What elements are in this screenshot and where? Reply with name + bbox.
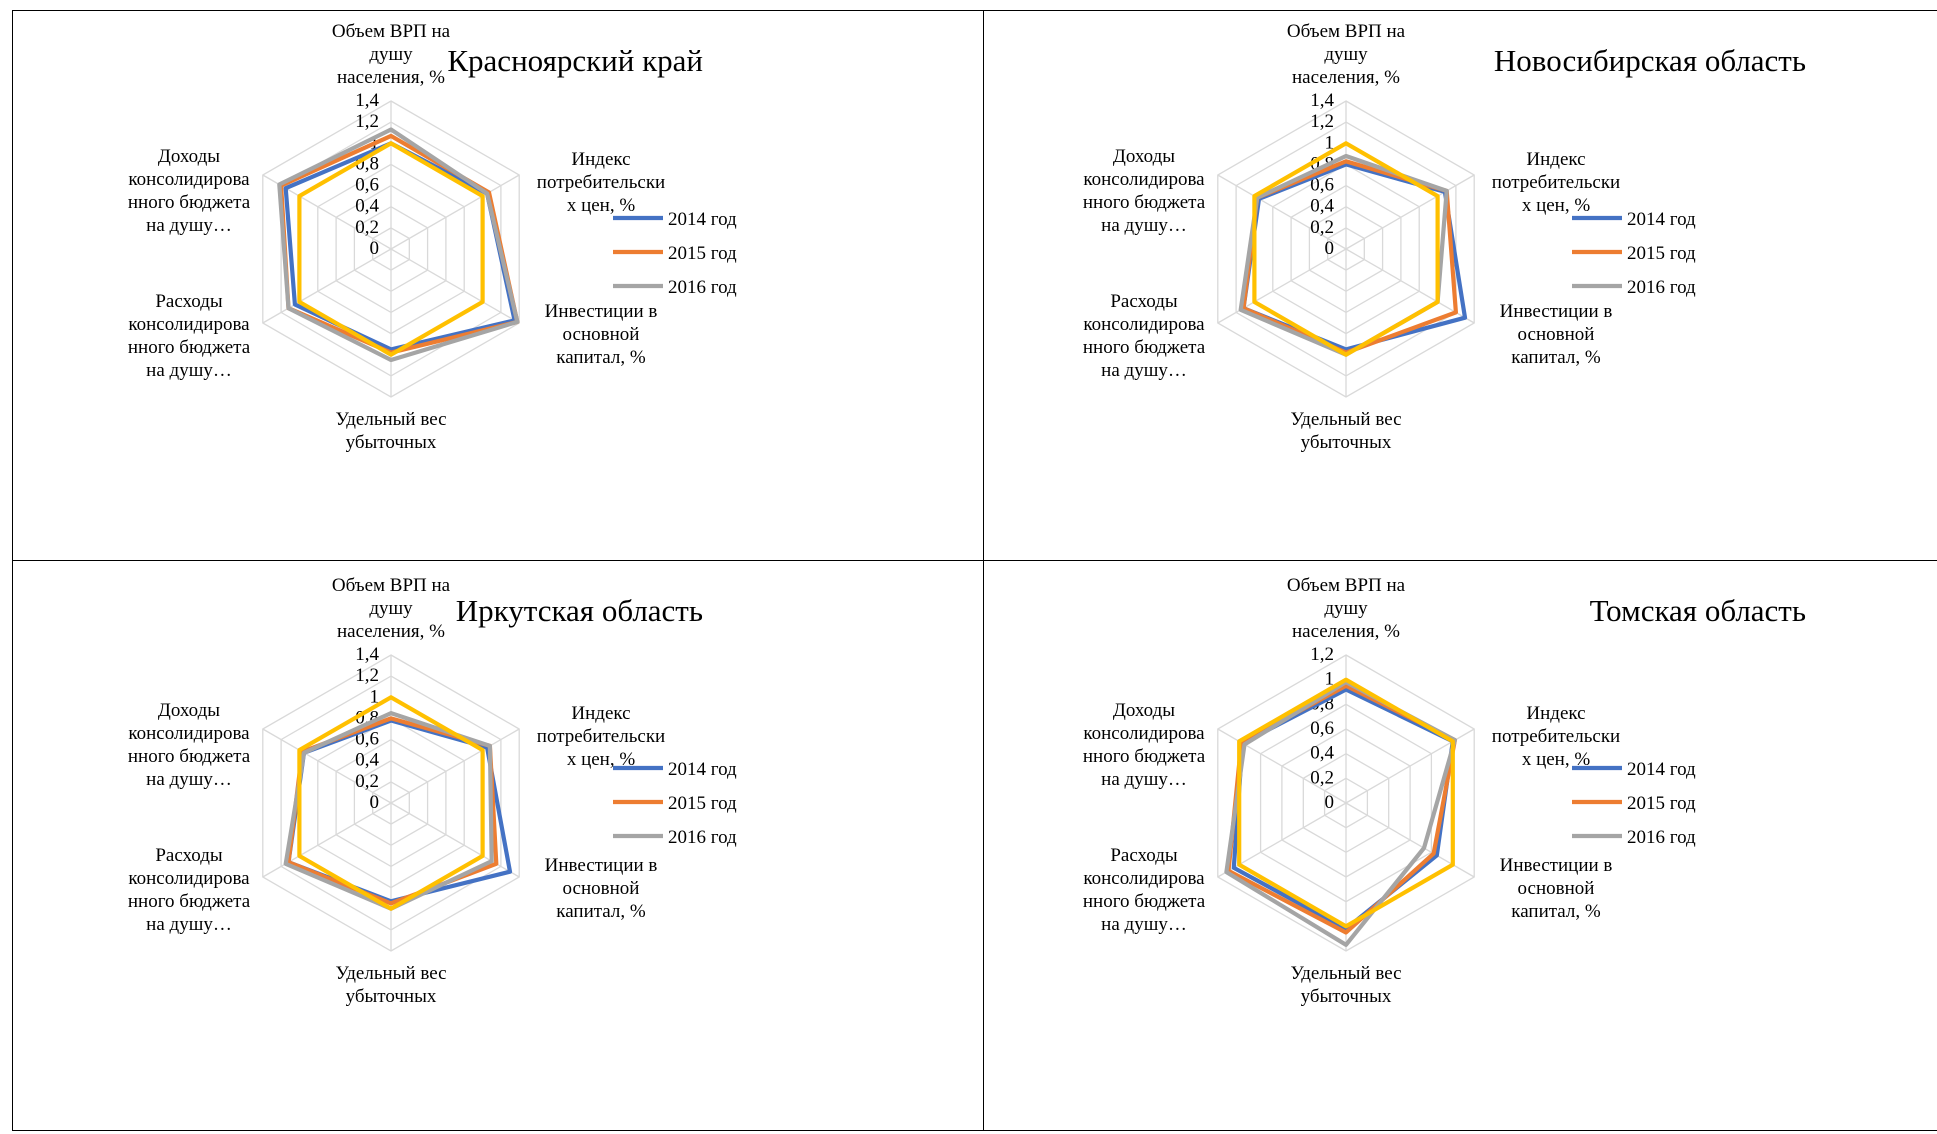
chart-title: Новосибирская область xyxy=(1494,43,1806,78)
chart-panel-tomsk: Томская область 0 0,2 0,4 0,6 0,8 1 1,2 Объем ВР… xyxy=(984,561,1937,1131)
tick-label: 1 xyxy=(1325,669,1335,690)
chart-panel-irkutsk: Иркутская область 0 0,2 0,4 0,6 0,8 1 1,2 1,4 Объ… xyxy=(13,561,984,1131)
grid-spoke xyxy=(1345,248,1475,324)
axis-label-investment: Инвестиции в основной капитал, % xyxy=(1500,855,1613,922)
legend-label: 2015 год xyxy=(1627,793,1696,814)
axis-label-grp: Объем ВРП на душу населения, % xyxy=(332,575,451,642)
grid-spoke xyxy=(1217,174,1347,250)
legend-label: 2014 год xyxy=(668,759,737,780)
charts-grid: Красноярский край 0 0,2 0,4 0,6 0,8 1 1,2 1,4 Объ… xyxy=(12,10,1937,1131)
tick-label: 0,2 xyxy=(355,217,379,238)
legend-label: 2016 год xyxy=(1627,277,1696,298)
series-line-3 xyxy=(297,141,485,357)
radar-chart-irkutsk: Иркутская область00,20,40,60,811,21,4Объ… xyxy=(128,575,737,1007)
series-line-2 xyxy=(277,127,520,363)
tick-label: 0,6 xyxy=(355,175,379,196)
chart-panel-krasnoyarsk: Красноярский край 0 0,2 0,4 0,6 0,8 1 1,2 1,4 Объ… xyxy=(13,11,984,561)
tick-label: 1,4 xyxy=(1310,90,1334,111)
tick-label: 1,2 xyxy=(1310,644,1334,665)
tick-label: 0 xyxy=(1325,238,1335,259)
tick-label: 0,4 xyxy=(1310,743,1334,764)
tick-label: 0 xyxy=(370,792,380,813)
tick-label: 1,2 xyxy=(1310,111,1334,132)
axis-label-expenses: Расходы консолидирова нного бюджета на душу… xyxy=(128,845,251,935)
tick-label: 0,4 xyxy=(355,750,379,771)
grid-spoke xyxy=(390,174,520,250)
tick-label: 0,4 xyxy=(1310,196,1334,217)
tick-label: 0 xyxy=(1325,792,1335,813)
tick-label: 0 xyxy=(370,238,380,259)
legend-label: 2014 год xyxy=(1627,759,1696,780)
axis-label-investment: Инвестиции в основной капитал, % xyxy=(545,855,658,922)
axis-label-expenses: Расходы консолидирова нного бюджета на душу… xyxy=(128,291,251,381)
tick-label: 0,6 xyxy=(1310,175,1334,196)
legend-label: 2016 год xyxy=(668,827,737,848)
grid-spoke xyxy=(1345,174,1475,250)
tick-label: 1 xyxy=(370,686,380,707)
chart-panel-novosibirsk: Новосибирская область 0 0,2 0,4 0,6 0,8 1 1,2 1,… xyxy=(984,11,1937,561)
axis-label-loss-share: Удельный вес убыточных xyxy=(335,409,446,453)
tick-label: 1,2 xyxy=(355,665,379,686)
tick-label: 0,6 xyxy=(355,729,379,750)
axis-label-cpi: Индекс потребительски х цен, % xyxy=(537,703,665,770)
grid-spoke xyxy=(390,248,520,324)
series-line-3 xyxy=(1252,141,1440,357)
axis-label-loss-share: Удельный вес убыточных xyxy=(1290,963,1401,1007)
grid-spoke xyxy=(262,248,392,324)
grid-spoke xyxy=(1217,248,1347,324)
grid-spoke xyxy=(262,802,392,878)
axis-label-loss-share: Удельный вес убыточных xyxy=(1290,409,1401,453)
tick-label: 1 xyxy=(1325,132,1335,153)
chart-title: Томская область xyxy=(1590,593,1806,628)
axis-label-cpi: Индекс потребительски х цен, % xyxy=(1492,149,1620,216)
tick-label: 0,2 xyxy=(1310,217,1334,238)
chart-title: Иркутская область xyxy=(456,593,703,628)
axis-label-cpi: Индекс потребительски х цен, % xyxy=(537,149,665,216)
axis-label-investment: Инвестиции в основной капитал, % xyxy=(1500,301,1613,368)
axis-label-revenues: Доходы консолидирова нного бюджета на душу… xyxy=(128,146,251,236)
axis-label-expenses: Расходы консолидирова нного бюджета на душу… xyxy=(1083,845,1206,935)
tick-label: 0,4 xyxy=(355,196,379,217)
tick-label: 1,4 xyxy=(355,90,379,111)
axis-label-grp: Объем ВРП на душу населения, % xyxy=(332,21,451,88)
legend-label: 2016 год xyxy=(1627,827,1696,848)
legend-label: 2014 год xyxy=(1627,209,1696,230)
series-line-3 xyxy=(297,695,485,911)
grid-spoke xyxy=(262,728,392,804)
legend-label: 2015 год xyxy=(668,243,737,264)
axis-label-investment: Инвестиции в основной капитал, % xyxy=(545,301,658,368)
tick-label: 0,2 xyxy=(355,771,379,792)
axis-label-expenses: Расходы консолидирова нного бюджета на душу… xyxy=(1083,291,1206,381)
tick-label: 1,4 xyxy=(355,644,379,665)
radar-chart-novosibirsk: Новосибирская область00,20,40,60,811,21,… xyxy=(1083,21,1806,453)
axis-label-grp: Объем ВРП на душу населения, % xyxy=(1287,575,1406,642)
radar-chart-krasnoyarsk: Красноярский край00,20,40,60,811,21,4Объ… xyxy=(128,21,737,453)
grid-spoke xyxy=(390,728,520,804)
series-line-2 xyxy=(1224,679,1457,947)
series-line-3 xyxy=(1237,677,1455,929)
chart-title: Красноярский край xyxy=(447,43,703,78)
axis-label-loss-share: Удельный вес убыточных xyxy=(335,963,446,1007)
axis-label-revenues: Доходы консолидирова нного бюджета на душу… xyxy=(1083,700,1206,790)
axis-label-cpi: Индекс потребительски х цен, % xyxy=(1492,703,1620,770)
legend-label: 2016 год xyxy=(668,277,737,298)
legend-label: 2015 год xyxy=(668,793,737,814)
tick-label: 0,2 xyxy=(1310,767,1334,788)
legend-label: 2014 год xyxy=(668,209,737,230)
axis-label-revenues: Доходы консолидирова нного бюджета на душу… xyxy=(1083,146,1206,236)
tick-label: 0,6 xyxy=(1310,718,1334,739)
legend-label: 2015 год xyxy=(1627,243,1696,264)
tick-label: 1,2 xyxy=(355,111,379,132)
axis-label-grp: Объем ВРП на душу населения, % xyxy=(1287,21,1406,88)
axis-label-revenues: Доходы консолидирова нного бюджета на душу… xyxy=(128,700,251,790)
